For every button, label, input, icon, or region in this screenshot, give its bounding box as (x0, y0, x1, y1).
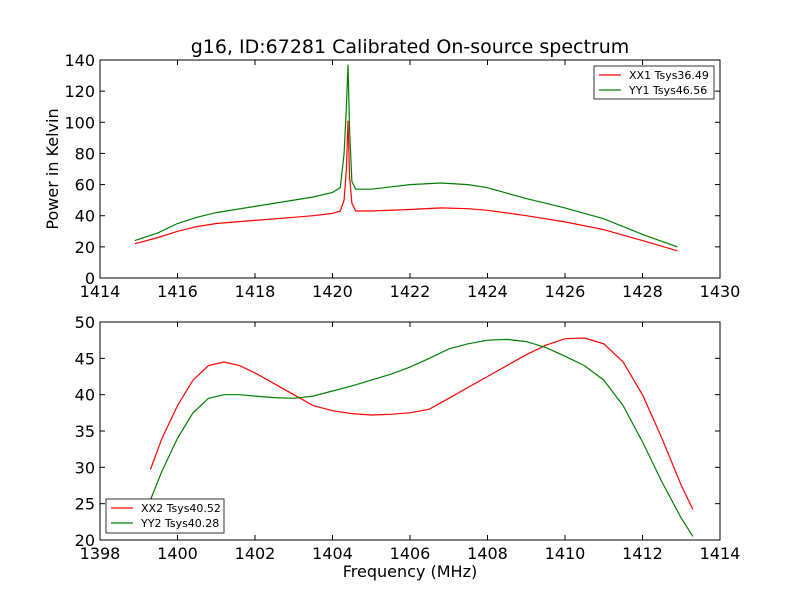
legend-label-2-1: XX2 Tsys40.52 (141, 502, 221, 515)
y-axis-label-top: Power in Kelvin (43, 108, 62, 229)
legend-label-2-2: YY2 Tsys40.28 (140, 517, 219, 530)
y-tick-label-1-0: 0 (85, 269, 95, 288)
y-tick-label-1-1: 20 (75, 238, 95, 257)
x-axis-label-bottom: Frequency (MHz) (343, 562, 477, 581)
x-tick-label-2-1: 1400 (157, 544, 198, 563)
y-tick-label-1-4: 80 (75, 144, 95, 163)
x-tick-label-1-5: 1424 (467, 282, 508, 301)
x-tick-label-1-3: 1420 (312, 282, 353, 301)
y-tick-label-2-0: 20 (75, 531, 95, 550)
series-line-2-1 (149, 337, 694, 510)
top-plot: 1414 1416 1418 1420 1422 1424 1426 1428 1430 0 20 4… (64, 51, 740, 301)
x-tick-label-1-4: 1422 (390, 282, 431, 301)
series-line-1-2 (134, 64, 678, 248)
x-tick-label-2-8: 1414 (700, 544, 741, 563)
y-tick-label-2-3: 35 (75, 422, 95, 441)
x-tick-label-1-7: 1428 (622, 282, 663, 301)
series-line-1-1 (134, 120, 678, 252)
x-tick-label-1-2: 1418 (235, 282, 276, 301)
y-tick-label-2-1: 25 (75, 495, 95, 514)
y-tick-label-2-6: 50 (75, 313, 95, 332)
y-tick-label-2-5: 45 (75, 349, 95, 368)
y-tick-label-1-3: 60 (75, 176, 95, 195)
x-tick-label-2-4: 1406 (390, 544, 431, 563)
x-tick-label-2-2: 1402 (235, 544, 276, 563)
legend-box-1 (593, 65, 715, 100)
y-tick-label-1-5: 100 (64, 113, 95, 132)
bottom-plot: 1398 1400 1402 1404 1406 1408 1410 1412 1414 20 25… (75, 313, 741, 563)
y-tick-label-1-2: 40 (75, 207, 95, 226)
x-tick-label-2-5: 1408 (467, 544, 508, 563)
x-tick-label-1-8: 1430 (700, 282, 741, 301)
x-tick-label-2-6: 1410 (545, 544, 586, 563)
y-tick-label-2-2: 30 (75, 458, 95, 477)
x-tick-label-2-7: 1412 (622, 544, 663, 563)
x-tick-label-1-6: 1426 (545, 282, 586, 301)
x-tick-label-2-0: 1398 (80, 544, 121, 563)
chart-title-top: g16, ID:67281 Calibrated On-source spect… (191, 36, 630, 58)
y-tick-label-2-4: 40 (75, 386, 95, 405)
legend-label-1-2: YY1 Tsys46.56 (628, 84, 707, 97)
y-tick-label-1-7: 140 (64, 51, 95, 70)
legend-label-1-1: XX1 Tsys36.49 (629, 69, 709, 82)
y-tick-label-1-6: 120 (64, 82, 95, 101)
series-line-2-2 (149, 338, 694, 537)
x-tick-label-1-0: 1414 (80, 282, 121, 301)
x-tick-label-1-1: 1416 (157, 282, 198, 301)
x-tick-label-2-3: 1404 (312, 544, 353, 563)
legend-box-2 (105, 498, 225, 534)
